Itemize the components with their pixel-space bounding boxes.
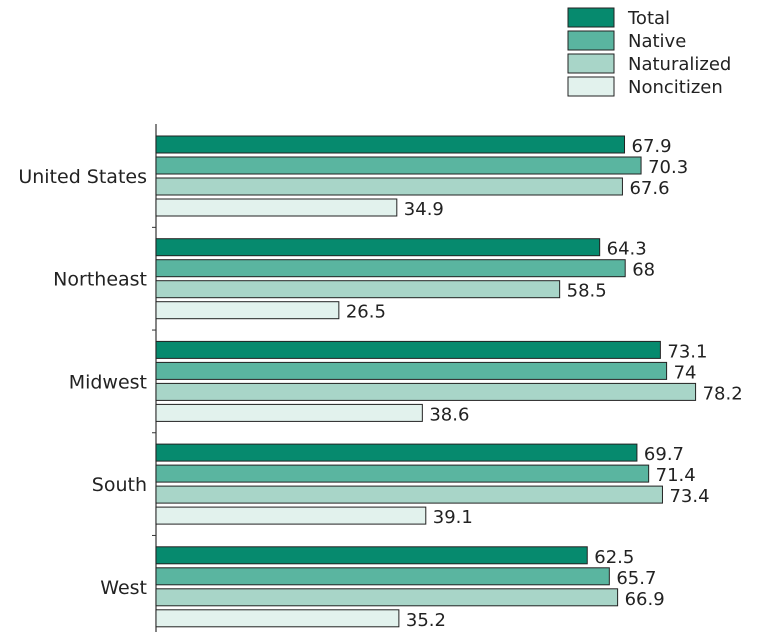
data-label-northeast-total: 64.3: [607, 239, 647, 260]
data-label-united-states-total: 67.9: [632, 136, 672, 157]
bar-united-states-noncitizen: [155, 198, 398, 217]
bar-south-noncitizen: [155, 506, 427, 525]
data-label-south-noncitizen: 39.1: [433, 507, 473, 528]
bar-west-native: [155, 567, 610, 586]
bar-south-total: [155, 443, 638, 462]
data-label-midwest-native: 74: [674, 362, 697, 383]
legend-swatch-naturalized: [567, 53, 615, 74]
data-label-northeast-naturalized: 58.5: [567, 281, 607, 302]
bar-south-native: [155, 464, 650, 483]
legend-label-noncitizen: Noncitizen: [628, 77, 723, 98]
bar-united-states-native: [155, 156, 642, 175]
bar-midwest-noncitizen: [155, 403, 423, 422]
data-label-south-total: 69.7: [644, 444, 684, 465]
data-label-united-states-naturalized: 67.6: [629, 178, 669, 199]
bar-midwest-naturalized: [155, 382, 697, 401]
legend-label-total: Total: [627, 8, 670, 29]
data-label-united-states-native: 70.3: [648, 157, 688, 178]
bar-midwest-native: [155, 361, 668, 380]
data-label-northeast-noncitizen: 26.5: [346, 302, 386, 323]
bar-northeast-naturalized: [155, 280, 561, 299]
bar-west-total: [155, 546, 588, 565]
bar-united-states-naturalized: [155, 177, 623, 196]
legend-swatch-noncitizen: [567, 76, 615, 97]
category-label-midwest: Midwest: [69, 371, 147, 393]
data-label-united-states-noncitizen: 34.9: [404, 199, 444, 220]
bar-west-naturalized: [155, 588, 619, 607]
bar-northeast-noncitizen: [155, 301, 340, 320]
data-label-midwest-total: 73.1: [667, 341, 707, 362]
data-label-midwest-naturalized: 78.2: [703, 383, 743, 404]
legend-label-native: Native: [628, 31, 686, 52]
bar-south-naturalized: [155, 485, 663, 504]
legend-swatch-total: [567, 7, 615, 28]
y-axis-ticks: [152, 226, 156, 536]
data-label-west-naturalized: 66.9: [625, 589, 665, 610]
category-label-united-states: United States: [18, 166, 147, 188]
data-label-south-naturalized: 73.4: [669, 486, 709, 507]
bar-west-noncitizen: [155, 609, 400, 628]
legend-swatch-native: [567, 30, 615, 51]
data-label-northeast-native: 68: [632, 260, 655, 281]
category-label-west: West: [100, 577, 147, 599]
bars-group: 67.970.367.6 34.9 64.368 58.5 26.5 73.174 78.2…: [155, 135, 743, 631]
data-label-west-noncitizen: 35.2: [406, 610, 446, 631]
bar-northeast-total: [155, 238, 601, 257]
category-labels: United States Northeast Midwest South West: [18, 166, 147, 599]
data-label-west-total: 62.5: [594, 547, 634, 568]
legend-label-naturalized: Naturalized: [628, 54, 731, 75]
data-label-west-native: 65.7: [616, 568, 656, 589]
bar-united-states-total: [155, 135, 626, 154]
bar-northeast-native: [155, 259, 626, 278]
data-label-midwest-noncitizen: 38.6: [429, 404, 469, 425]
bar-midwest-total: [155, 340, 661, 359]
category-label-south: South: [92, 474, 147, 496]
data-label-south-native: 71.4: [656, 465, 696, 486]
category-label-northeast: Northeast: [53, 269, 147, 291]
